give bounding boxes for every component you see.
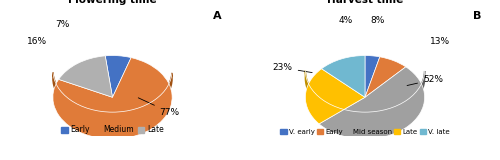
Wedge shape xyxy=(53,58,172,139)
Polygon shape xyxy=(306,71,319,105)
Text: A: A xyxy=(213,11,222,21)
Polygon shape xyxy=(53,72,172,120)
Text: 23%: 23% xyxy=(272,63,312,73)
Wedge shape xyxy=(319,67,424,139)
Text: 8%: 8% xyxy=(370,16,384,25)
Legend: V. early, Early, Mid season, Late, V. late: V. early, Early, Mid season, Late, V. la… xyxy=(278,126,452,138)
Wedge shape xyxy=(306,69,365,124)
Text: 13%: 13% xyxy=(430,37,450,46)
Wedge shape xyxy=(105,56,131,97)
Wedge shape xyxy=(322,56,365,97)
Legend: Early, Medium, Late: Early, Medium, Late xyxy=(58,122,166,137)
Wedge shape xyxy=(58,56,112,97)
Polygon shape xyxy=(319,71,424,120)
Text: 77%: 77% xyxy=(138,98,180,117)
Wedge shape xyxy=(365,57,406,97)
Text: B: B xyxy=(474,11,482,21)
Wedge shape xyxy=(365,56,380,97)
Text: 4%: 4% xyxy=(338,16,352,25)
Text: 16%: 16% xyxy=(28,37,48,46)
Text: 52%: 52% xyxy=(407,75,443,86)
Text: 7%: 7% xyxy=(55,20,70,29)
Title: Harvest time: Harvest time xyxy=(327,0,403,5)
Title: Flowering time: Flowering time xyxy=(68,0,157,5)
